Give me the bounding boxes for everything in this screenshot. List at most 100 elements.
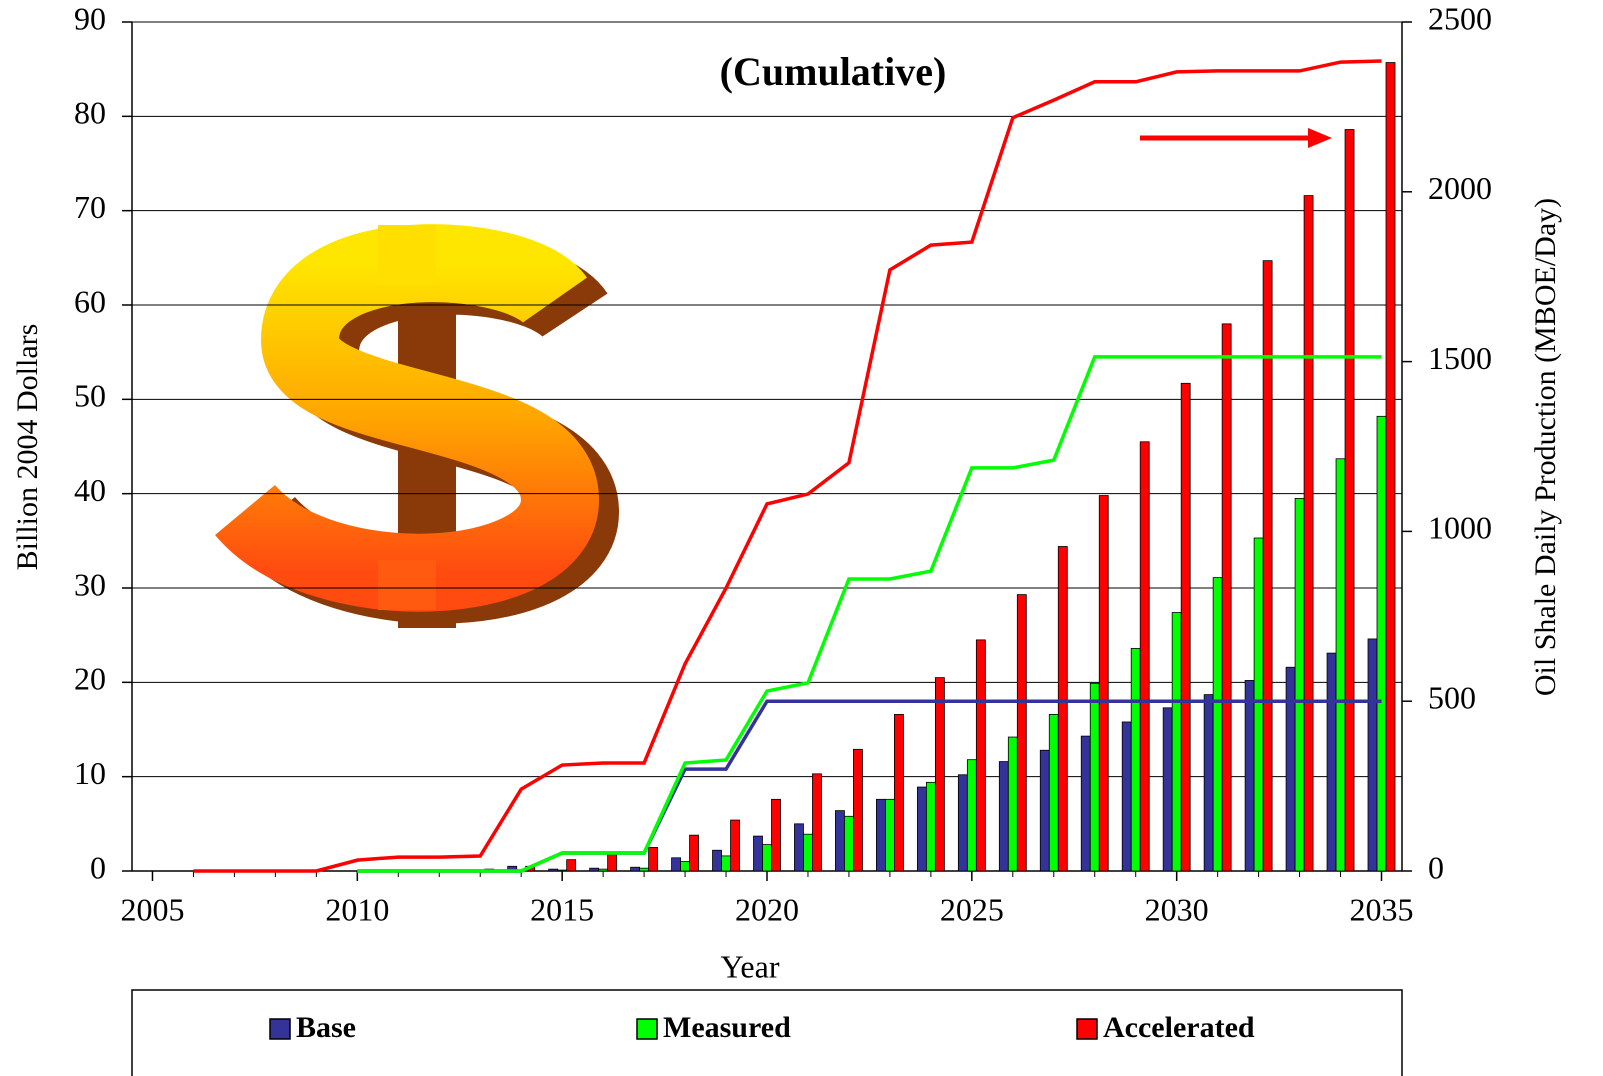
legend-box <box>131 989 1403 1076</box>
y2-axis-label: Oil Shale Daily Production (MBOE/Day) <box>1529 198 1562 696</box>
y-tick-label: 80 <box>74 95 106 131</box>
bar <box>639 867 649 872</box>
bar <box>753 835 763 872</box>
bar <box>1385 62 1396 872</box>
bar <box>998 761 1009 872</box>
bar <box>589 867 600 872</box>
legend-swatch <box>636 1018 658 1040</box>
x-tick-label: 2015 <box>530 891 594 927</box>
bar <box>1039 749 1050 872</box>
bar <box>721 855 731 872</box>
bar <box>1130 647 1141 872</box>
line <box>357 355 1382 873</box>
bar <box>966 759 977 872</box>
bar <box>689 834 699 872</box>
bar <box>1376 415 1387 872</box>
bar <box>803 833 813 872</box>
bar <box>876 798 886 872</box>
y-tick-label: 90 <box>74 0 106 36</box>
bar <box>844 815 854 872</box>
bar <box>598 868 609 872</box>
y2-tick-label: 1000 <box>1428 510 1492 546</box>
bar <box>853 748 863 872</box>
bar <box>1139 441 1150 872</box>
bar <box>1326 652 1337 872</box>
bar <box>566 859 577 872</box>
bar <box>1016 594 1027 872</box>
bar <box>1057 546 1068 872</box>
bar <box>885 798 895 872</box>
bar <box>607 852 618 872</box>
legend-item: Measured <box>636 1011 791 1044</box>
chart-title: (Cumulative) <box>720 49 947 94</box>
line <box>193 59 1382 873</box>
bar <box>835 810 845 872</box>
x-tick-label: 2030 <box>1145 891 1209 927</box>
y-tick-label: 50 <box>74 378 106 414</box>
bar <box>916 786 927 872</box>
legend-label: Accelerated <box>1103 1011 1255 1044</box>
bar <box>671 857 681 872</box>
bar <box>1285 666 1296 872</box>
bar <box>712 849 722 872</box>
bar <box>730 819 740 872</box>
bar <box>771 798 781 872</box>
y-tick-label: 60 <box>74 283 106 319</box>
y-tick-label: 0 <box>90 849 106 885</box>
y-tick-label: 30 <box>74 566 106 602</box>
bars <box>361 62 1396 872</box>
x-tick-label: 2010 <box>325 891 389 927</box>
x-tick-label: 2025 <box>940 891 1004 927</box>
bar <box>1203 694 1214 872</box>
x-axis-label: Year <box>721 948 780 984</box>
legend-swatch <box>269 1018 291 1040</box>
bar <box>1080 735 1091 872</box>
legend-swatch <box>1076 1018 1098 1040</box>
bar <box>1212 577 1223 872</box>
y2-tick-label: 1500 <box>1428 340 1492 376</box>
bar <box>794 823 804 872</box>
bar <box>957 774 968 872</box>
y-tick-label: 40 <box>74 472 106 508</box>
y2-tick-label: 2500 <box>1428 0 1492 36</box>
x-tick-label: 2035 <box>1350 891 1414 927</box>
bar <box>1180 382 1191 872</box>
bar <box>557 869 568 872</box>
bar <box>1007 736 1018 872</box>
y-tick-label: 10 <box>74 755 106 791</box>
bar <box>1089 682 1100 872</box>
bar <box>1171 612 1182 872</box>
bar <box>680 861 690 872</box>
bar <box>934 677 945 872</box>
bar <box>762 844 772 872</box>
bar <box>1121 721 1132 872</box>
bar <box>894 714 904 872</box>
bar <box>1244 680 1255 872</box>
bar <box>1262 260 1273 872</box>
bar <box>548 868 559 872</box>
x-tick-label: 2005 <box>120 891 184 927</box>
bar <box>1162 707 1173 872</box>
bar <box>1344 129 1355 872</box>
arrow <box>1140 128 1332 148</box>
bar <box>975 639 986 872</box>
y-tick-label: 20 <box>74 661 106 697</box>
bar <box>1367 638 1378 872</box>
y2-tick-label: 2000 <box>1428 170 1492 206</box>
lines <box>193 59 1382 873</box>
legend-label: Base <box>296 1011 356 1044</box>
bar <box>1098 495 1109 872</box>
legend-item: Base <box>269 1011 356 1044</box>
bar <box>812 773 822 872</box>
bar <box>1303 195 1314 872</box>
bar <box>925 781 936 872</box>
y-tick-label: 70 <box>74 189 106 225</box>
x-tick-label: 2020 <box>735 891 799 927</box>
bar <box>648 847 658 872</box>
y-axis-label: Billion 2004 Dollars <box>11 324 44 571</box>
bar <box>630 866 640 872</box>
bar <box>1335 458 1346 872</box>
y2-tick-label: 0 <box>1428 849 1444 885</box>
bar <box>1294 497 1305 872</box>
